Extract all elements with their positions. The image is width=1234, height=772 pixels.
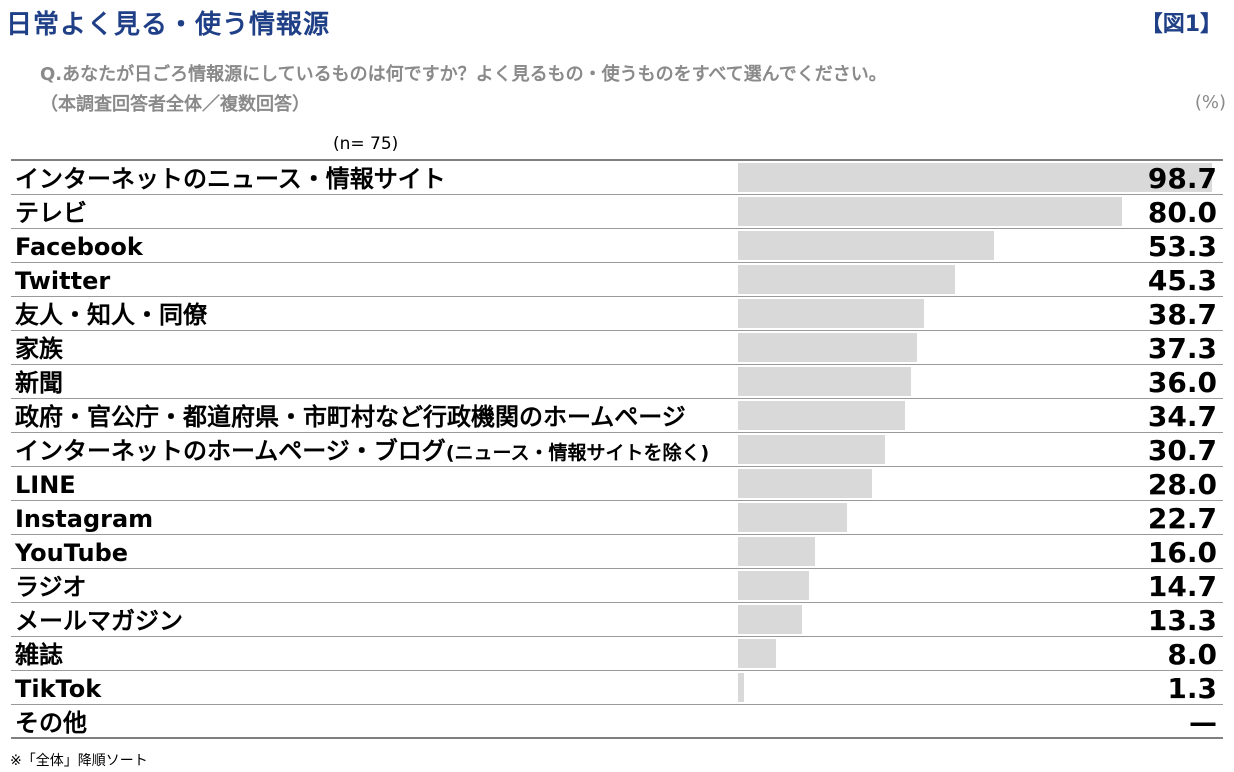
category-label: インターネットのニュース・情報サイト [15, 161, 446, 194]
page-title: 日常よく見る・使う情報源 [6, 10, 331, 40]
category-label: TikTok [15, 671, 101, 704]
category-label-text: 家族 [15, 335, 63, 363]
category-label: 家族 [15, 331, 63, 364]
chart-row: Twitter 45.3 [11, 263, 1223, 297]
bar [738, 401, 905, 430]
value-label: 38.7 [1147, 298, 1217, 331]
category-label: LINE [15, 467, 76, 500]
bar [738, 197, 1122, 226]
bar [738, 639, 776, 668]
value-label: 36.0 [1147, 366, 1217, 399]
chart-row: その他 — [11, 705, 1223, 739]
value-label: 14.7 [1147, 570, 1217, 603]
category-label: 新聞 [15, 365, 63, 398]
category-label: 政府・官公庁・都道府県・市町村など行政機関のホームページ [15, 399, 686, 432]
bar [738, 299, 924, 328]
value-label: 1.3 [1167, 672, 1217, 705]
category-label: Twitter [15, 263, 110, 296]
footnote: ※「全体」降順ソート [10, 753, 148, 769]
bar [738, 265, 955, 294]
category-label: メールマガジン [15, 603, 183, 636]
unit-label: (%) [1194, 92, 1226, 113]
category-label: 友人・知人・同僚 [15, 297, 207, 330]
category-label-text: Instagram [15, 505, 154, 533]
category-label: YouTube [15, 535, 128, 568]
category-label-text: メールマガジン [15, 607, 183, 635]
scope-text: （本調査回答者全体／複数回答） [40, 94, 310, 115]
chart-row: ラジオ 14.7 [11, 569, 1223, 603]
chart-row: インターネットのホームページ・ブログ(ニュース・情報サイトを除く) 30.7 [11, 433, 1223, 467]
category-label: テレビ [15, 195, 87, 228]
bar [738, 163, 1212, 192]
category-label: Instagram [15, 501, 153, 534]
chart-row: メールマガジン 13.3 [11, 603, 1223, 637]
category-label-text: インターネットのホームページ・ブログ [15, 437, 446, 465]
bar [738, 231, 994, 260]
figure-label: 【図1】 [1140, 12, 1222, 37]
chart-row: Instagram 22.7 [11, 501, 1223, 535]
value-label: 13.3 [1147, 604, 1217, 637]
category-label-text: その他 [15, 709, 87, 737]
category-label-text: TikTok [15, 675, 102, 703]
category-label-text: 雑誌 [15, 641, 63, 669]
category-label-text: Twitter [15, 267, 111, 295]
category-label-text: インターネットのニュース・情報サイト [15, 165, 446, 193]
value-label: 45.3 [1147, 264, 1217, 297]
value-label: 53.3 [1147, 230, 1217, 263]
question-text: Q.あなたが日ごろ情報源にしているものは何ですか？よく見るもの・使うものをすべて… [40, 64, 887, 85]
bar [738, 503, 847, 532]
category-label: インターネットのホームページ・ブログ(ニュース・情報サイトを除く) [15, 433, 709, 466]
value-label: 22.7 [1147, 502, 1217, 535]
value-label: 8.0 [1167, 638, 1217, 671]
bar-chart: インターネットのニュース・情報サイト 98.7 テレビ 80.0 Facebook 53.… [11, 159, 1223, 739]
chart-row: 雑誌 8.0 [11, 637, 1223, 671]
chart-row: テレビ 80.0 [11, 195, 1223, 229]
bar [738, 605, 802, 634]
category-label-text: YouTube [15, 539, 129, 567]
bar [738, 469, 872, 498]
bar [738, 435, 885, 464]
bar [738, 333, 917, 362]
chart-row: 政府・官公庁・都道府県・市町村など行政機関のホームページ 34.7 [11, 399, 1223, 433]
bar [738, 673, 744, 702]
category-label: その他 [15, 705, 87, 738]
chart-row: インターネットのニュース・情報サイト 98.7 [11, 161, 1223, 195]
bar [738, 537, 815, 566]
value-label: 37.3 [1147, 332, 1217, 365]
value-label: 16.0 [1147, 536, 1217, 569]
category-label-text: Facebook [15, 233, 143, 261]
value-label: 34.7 [1147, 400, 1217, 433]
category-label-text: 政府・官公庁・都道府県・市町村など行政機関のホームページ [15, 403, 686, 431]
bar [738, 367, 911, 396]
chart-row: 友人・知人・同僚 38.7 [11, 297, 1223, 331]
chart-row: 新聞 36.0 [11, 365, 1223, 399]
chart-row: YouTube 16.0 [11, 535, 1223, 569]
category-note: (ニュース・情報サイトを除く) [445, 442, 710, 464]
bar [738, 571, 809, 600]
category-label-text: 友人・知人・同僚 [15, 301, 207, 329]
chart-row: TikTok 1.3 [11, 671, 1223, 705]
category-label-text: LINE [15, 471, 76, 499]
sample-size-label: (n= 75) [333, 134, 399, 154]
value-label: — [1189, 706, 1217, 739]
chart-row: 家族 37.3 [11, 331, 1223, 365]
category-label: 雑誌 [15, 637, 63, 670]
value-label: 30.7 [1147, 434, 1217, 467]
category-label: ラジオ [15, 569, 87, 602]
category-label-text: ラジオ [15, 573, 87, 601]
value-label: 98.7 [1147, 162, 1217, 195]
value-label: 80.0 [1147, 196, 1217, 229]
value-label: 28.0 [1147, 468, 1217, 501]
category-label-text: テレビ [15, 199, 87, 227]
category-label: Facebook [15, 229, 143, 262]
chart-row: Facebook 53.3 [11, 229, 1223, 263]
category-label-text: 新聞 [15, 369, 63, 397]
chart-row: LINE 28.0 [11, 467, 1223, 501]
